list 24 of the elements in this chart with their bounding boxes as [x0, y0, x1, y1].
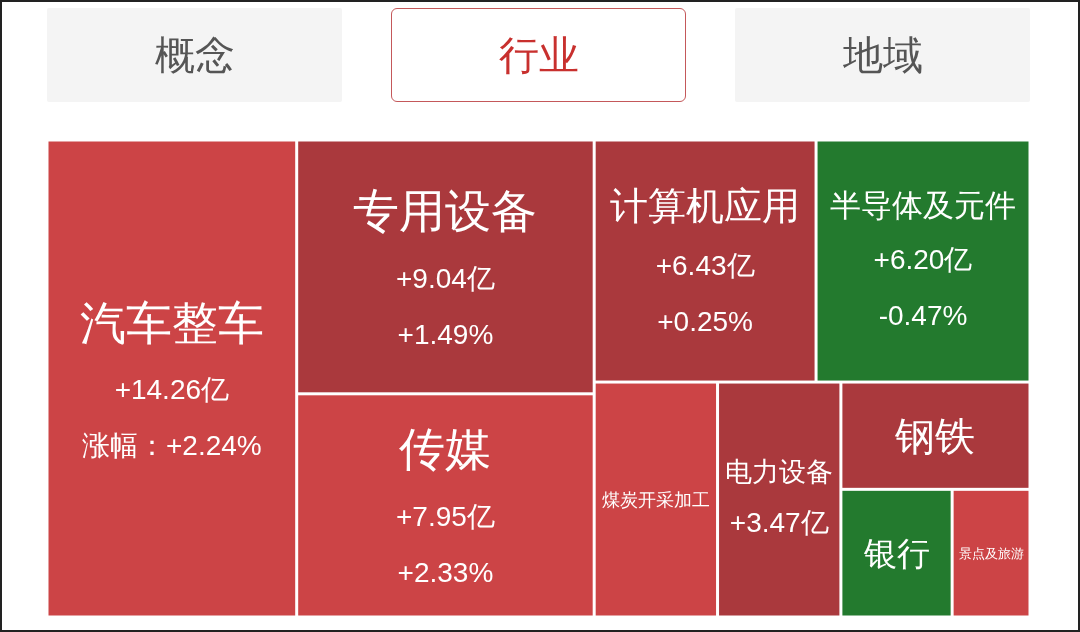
tile-label: 半导体及元件	[830, 188, 1017, 223]
value-label: +6.43亿	[655, 249, 755, 281]
value-label: +1.49%	[397, 318, 494, 350]
tile-label: 景点及旅游	[958, 545, 1024, 561]
tile-label: 电力设备	[725, 456, 834, 487]
value-label: +0.25%	[657, 305, 753, 337]
tile-label: 传媒	[399, 423, 492, 476]
tab: 地域	[735, 8, 1030, 102]
value-label: 涨幅：+2.24%	[81, 430, 262, 462]
tile-label: 银行	[863, 534, 930, 572]
tile-label: 专用设备	[353, 184, 538, 237]
value-label: -0.47%	[878, 299, 968, 331]
value-label: +14.26亿	[114, 374, 230, 406]
tile-label: 汽车整车	[79, 296, 264, 349]
value-label: +7.95亿	[396, 501, 495, 532]
value-label: +9.04亿	[396, 262, 495, 294]
value-label: +3.47亿	[729, 506, 829, 538]
tile-label: 钢铁	[895, 413, 976, 458]
value-label: +2.33%	[397, 557, 494, 588]
value-label: +6.20亿	[873, 243, 973, 275]
tile-label: 计算机应用	[610, 183, 801, 227]
tile-label: 煤炭开采加工	[601, 489, 710, 510]
tab: 概念	[47, 8, 342, 102]
tab: 行业	[391, 8, 686, 102]
